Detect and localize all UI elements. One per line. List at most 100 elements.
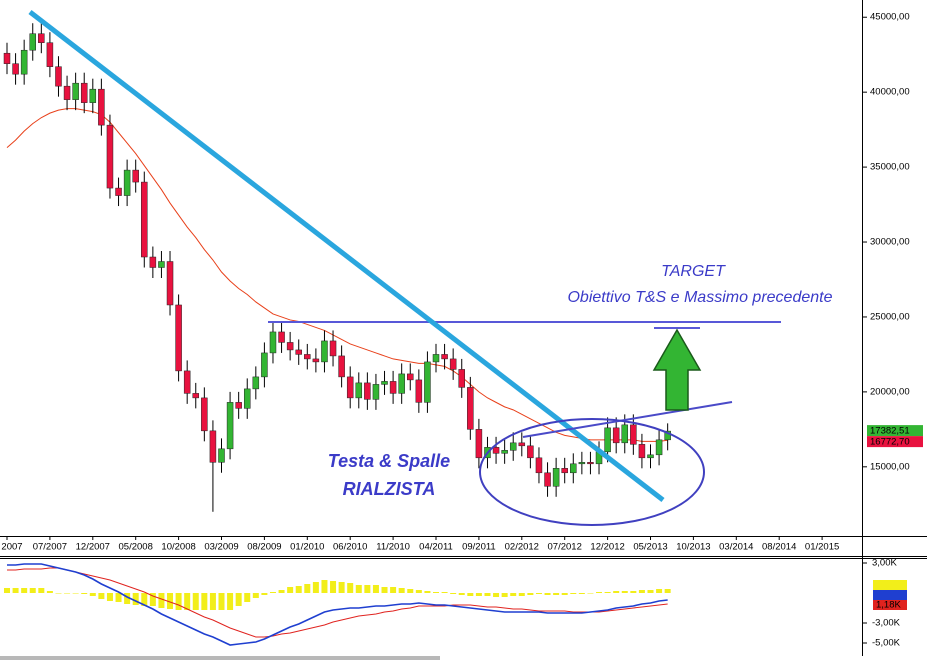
histogram-bar (510, 593, 517, 596)
candle-body (3, 52, 11, 64)
candle-body (415, 379, 423, 403)
histogram-bar (12, 588, 19, 593)
scrollbar[interactable] (0, 656, 440, 660)
histogram-bar (124, 593, 131, 604)
histogram-bar (149, 593, 156, 606)
histogram-bar (390, 587, 397, 593)
candle-body (664, 430, 671, 441)
histogram-bar (604, 592, 611, 593)
candle-body (355, 382, 363, 399)
histogram-bar (184, 593, 191, 610)
candle-body (286, 342, 294, 351)
indicator-box (873, 590, 907, 600)
y-tick-label: 20000,00 (870, 386, 910, 397)
candle-body (655, 439, 663, 456)
histogram-bar (664, 589, 671, 593)
histogram-bar (527, 593, 534, 595)
candle-body (527, 445, 534, 459)
histogram-bar (596, 592, 603, 593)
candle-body (389, 381, 397, 394)
histogram-bar (578, 593, 585, 594)
candle-body (535, 457, 543, 474)
histogram-bar (192, 593, 199, 610)
candle-body (612, 427, 620, 444)
x-tick-label: 10/2008 (161, 542, 195, 553)
candle-body (278, 331, 285, 343)
histogram-bar (269, 592, 276, 593)
histogram-bar (338, 582, 345, 593)
x-tick-label: 07/2007 (33, 542, 67, 553)
candle-body (338, 355, 345, 378)
candle-body (364, 382, 371, 400)
candle-body (269, 331, 277, 354)
histogram-bar (407, 589, 414, 593)
x-tick-label: 06/2010 (333, 542, 367, 553)
candle-body (475, 429, 483, 459)
histogram-bar (450, 593, 457, 594)
histogram-bar (235, 593, 242, 606)
histogram-bar (647, 590, 654, 593)
histogram-bar (4, 588, 10, 593)
candle-body (38, 33, 45, 43)
candle-body (141, 181, 148, 258)
candle-body (638, 444, 646, 459)
candle-body (552, 468, 560, 487)
histogram-bar (535, 593, 542, 594)
histogram-bar (433, 592, 439, 593)
histogram-bar (21, 588, 28, 593)
candle-body (398, 373, 405, 394)
candle-body (561, 468, 568, 474)
candle-body (441, 354, 448, 360)
price-box (867, 436, 923, 448)
histogram-bar (458, 593, 465, 595)
histogram-bar (621, 591, 628, 593)
y-tick-label: 3,00K (872, 558, 897, 569)
histogram-bar (501, 593, 508, 597)
candle-body (209, 430, 217, 463)
histogram-bar (553, 593, 560, 595)
histogram-bar (106, 593, 113, 601)
annotation: RIALZISTA (343, 479, 436, 499)
indicator-label: 1,18K (876, 600, 901, 611)
histogram-bar (372, 585, 379, 593)
histogram-bar (364, 585, 371, 593)
histogram-bar (81, 593, 88, 594)
candle-body (20, 49, 28, 75)
candle-body (509, 442, 517, 451)
candle-body (630, 424, 637, 445)
candle-body (544, 472, 551, 487)
candle-body (578, 462, 586, 465)
candle-body (621, 424, 629, 444)
candle-body (449, 358, 457, 370)
x-tick-label: 05/2008 (119, 542, 153, 553)
y-tick-label: 40000,00 (870, 87, 910, 98)
histogram-bar (218, 593, 225, 610)
annotation: Obiettivo T&S e Massimo precedente (567, 289, 832, 306)
indicator-box (873, 580, 907, 590)
x-tick-label: 08/2009 (247, 542, 281, 553)
y-tick-label: -3,00K (872, 618, 901, 629)
candle-body (467, 387, 474, 430)
candle-body (492, 447, 500, 454)
candle-body (115, 187, 122, 196)
candle-body (29, 33, 36, 51)
candle-body (158, 261, 165, 268)
histogram-bar (424, 591, 431, 593)
pattern-ellipse (479, 418, 705, 526)
histogram-bar (209, 593, 216, 610)
histogram-bar (630, 591, 637, 593)
histogram-bar (570, 593, 577, 594)
histogram-bar (304, 584, 311, 593)
histogram-bar (587, 593, 594, 594)
candle-body (201, 397, 208, 432)
candle-body (166, 261, 174, 306)
candle-body (295, 349, 302, 355)
indicator-box (873, 600, 907, 610)
candle-body (329, 340, 337, 357)
trend-line (28, 10, 665, 502)
histogram-bar (381, 587, 388, 593)
x-tick-label: 09/2011 (462, 542, 496, 553)
histogram-bar (656, 589, 663, 593)
candle-body (218, 448, 225, 463)
x-tick-label: 01/2010 (290, 542, 324, 553)
